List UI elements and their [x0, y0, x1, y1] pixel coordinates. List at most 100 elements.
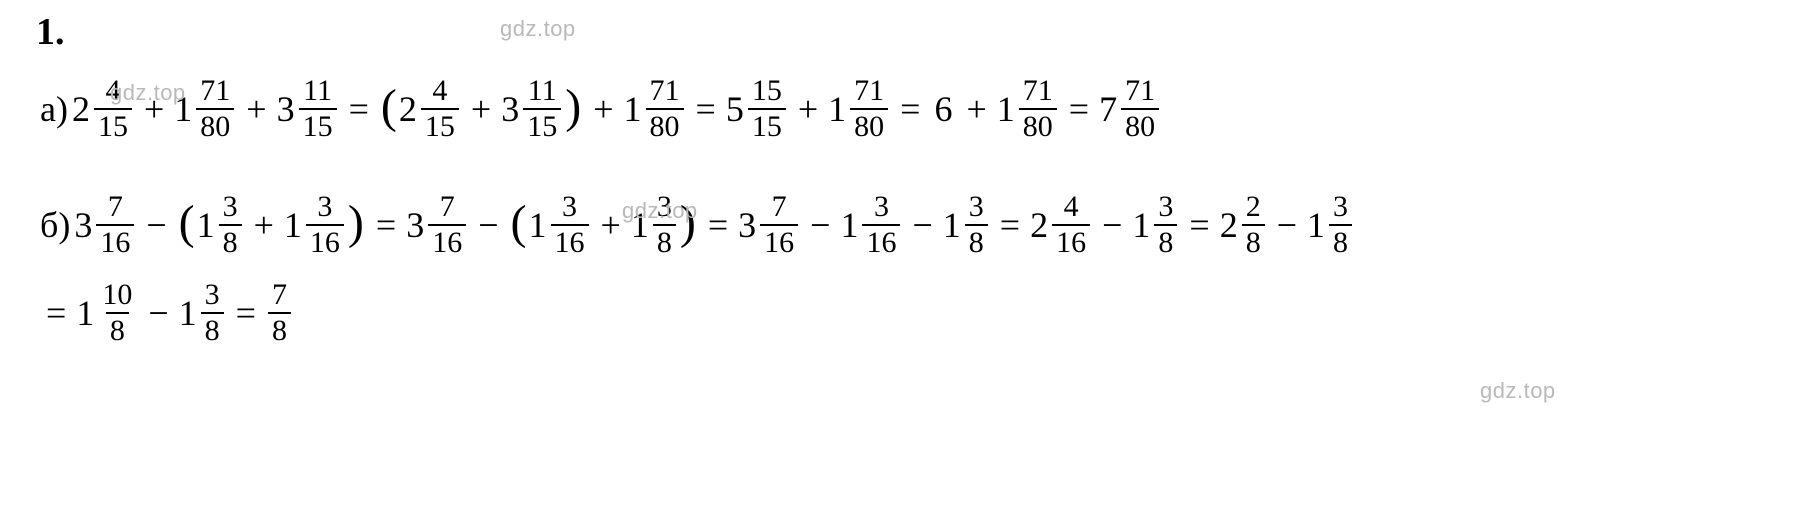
operator: + [583, 91, 623, 127]
denominator: 8 [268, 312, 291, 346]
numerator: 3 [870, 192, 893, 224]
whole-part: 3 [406, 207, 426, 243]
whole-part: 1 [1132, 207, 1152, 243]
math-content: а)2415+17180+31115=(2415+31115)+17180=51… [0, 66, 1819, 356]
whole-part: 1 [76, 295, 96, 331]
mixed-number: 17180 [997, 76, 1059, 142]
problem-number: 1. [36, 10, 65, 54]
numerator: 3 [219, 192, 242, 224]
watermark: gdz.top [110, 80, 186, 106]
numerator: 7 [436, 192, 459, 224]
numerator: 71 [1121, 76, 1159, 108]
fraction: 78 [266, 280, 293, 346]
denominator: 15 [299, 108, 337, 142]
denominator: 15 [748, 108, 786, 142]
numerator: 3 [965, 192, 988, 224]
whole-part: 7 [1099, 91, 1119, 127]
fraction: 7180 [1017, 76, 1059, 142]
numerator: 71 [196, 76, 234, 108]
mixed-number: 78 [266, 280, 293, 346]
denominator: 8 [653, 224, 676, 258]
whole-part: 1 [1307, 207, 1327, 243]
whole-part: 1 [828, 91, 848, 127]
numerator: 11 [299, 76, 336, 108]
fraction: 7180 [848, 76, 890, 142]
whole-part: 1 [943, 207, 963, 243]
fraction: 1515 [746, 76, 788, 142]
right-paren: ) [563, 83, 583, 131]
equals-sign: = [36, 295, 76, 331]
mixed-number: 138 [1132, 192, 1179, 258]
whole-part: 1 [624, 91, 644, 127]
mixed-number: 31115 [277, 76, 339, 142]
whole-part: 1 [197, 207, 217, 243]
fraction: 108 [96, 280, 138, 346]
denominator: 16 [1052, 224, 1090, 258]
numerator: 3 [558, 192, 581, 224]
denominator: 15 [421, 108, 459, 142]
subproblem-label: б) [36, 207, 74, 243]
whole-part: 2 [72, 91, 92, 127]
mixed-number: 17180 [624, 76, 686, 142]
whole-part: 1 [284, 207, 304, 243]
left-paren: ( [379, 83, 399, 131]
fraction: 7180 [194, 76, 236, 142]
fraction: 1115 [297, 76, 339, 142]
whole-part: 1 [840, 207, 860, 243]
numerator: 71 [1019, 76, 1057, 108]
fraction: 1115 [521, 76, 563, 142]
numerator: 4 [1060, 192, 1083, 224]
denominator: 15 [94, 108, 132, 142]
mixed-number: 3716 [406, 192, 468, 258]
whole-part: 1 [997, 91, 1017, 127]
operator: − [902, 207, 942, 243]
mixed-number: 138 [943, 192, 990, 258]
fraction: 28 [1240, 192, 1267, 258]
fraction: 38 [963, 192, 990, 258]
fraction: 316 [860, 192, 902, 258]
left-paren: ( [177, 199, 197, 247]
numerator: 3 [313, 192, 336, 224]
denominator: 8 [201, 312, 224, 346]
mixed-number: 51515 [726, 76, 788, 142]
operator: − [1267, 207, 1307, 243]
whole-part: 3 [277, 91, 297, 127]
operator: + [461, 91, 501, 127]
numerator: 11 [524, 76, 561, 108]
denominator: 80 [850, 108, 888, 142]
left-paren: ( [509, 199, 529, 247]
numerator: 71 [850, 76, 888, 108]
denominator: 8 [219, 224, 242, 258]
fraction: 316 [549, 192, 591, 258]
numerator: 3 [1329, 192, 1352, 224]
mixed-number: 1316 [840, 192, 902, 258]
denominator: 16 [551, 224, 589, 258]
numerator: 7 [104, 192, 127, 224]
fraction: 7180 [644, 76, 686, 142]
numerator: 4 [428, 76, 451, 108]
fraction: 38 [199, 280, 226, 346]
fraction: 716 [426, 192, 468, 258]
operator: + [788, 91, 828, 127]
operator: − [468, 207, 508, 243]
fraction: 716 [758, 192, 800, 258]
mixed-number: 31115 [501, 76, 563, 142]
numerator: 3 [1154, 192, 1177, 224]
mixed-number: 1316 [529, 192, 591, 258]
denominator: 16 [862, 224, 900, 258]
whole-part: 2 [399, 91, 419, 127]
whole-part: 2 [1030, 207, 1050, 243]
mixed-number: 138 [179, 280, 226, 346]
fraction: 316 [304, 192, 346, 258]
denominator: 80 [1019, 108, 1057, 142]
denominator: 80 [646, 108, 684, 142]
numerator: 10 [98, 280, 136, 312]
integer: 6 [930, 91, 956, 127]
equals-sign: = [339, 91, 379, 127]
numerator: 71 [646, 76, 684, 108]
equals-sign: = [226, 295, 266, 331]
denominator: 16 [760, 224, 798, 258]
whole-part: 2 [1220, 207, 1240, 243]
fraction: 415 [419, 76, 461, 142]
denominator: 15 [523, 108, 561, 142]
